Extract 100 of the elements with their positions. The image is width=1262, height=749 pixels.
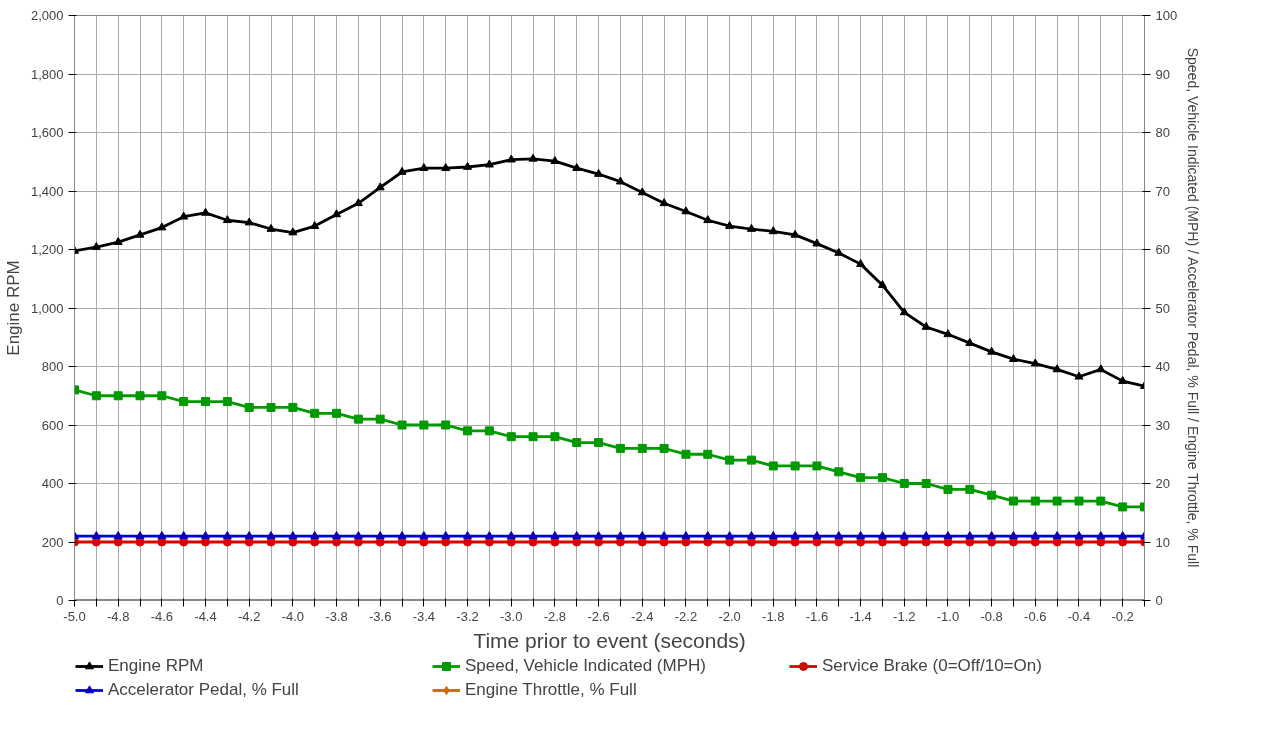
point [921, 537, 931, 547]
point [572, 438, 582, 448]
point [1074, 537, 1084, 547]
point [1052, 364, 1062, 373]
point [703, 537, 713, 547]
point [244, 217, 254, 226]
point [943, 484, 953, 494]
point [987, 531, 997, 539]
point [113, 537, 123, 547]
point [179, 531, 189, 539]
point [703, 215, 713, 224]
point [615, 531, 625, 539]
point [856, 537, 866, 547]
point [375, 531, 385, 539]
point [594, 168, 604, 177]
point [353, 537, 363, 547]
point [899, 537, 909, 547]
point [484, 426, 494, 436]
y2-tick-label: 10 [1155, 534, 1170, 550]
point [484, 531, 494, 539]
point [528, 153, 538, 162]
point [244, 531, 254, 539]
point [746, 537, 756, 547]
point [135, 391, 145, 401]
point [463, 161, 473, 170]
point [288, 402, 298, 412]
point [419, 537, 429, 547]
point [768, 226, 778, 235]
point [419, 531, 429, 539]
point [1118, 376, 1128, 384]
point [1052, 496, 1062, 506]
point [441, 420, 451, 430]
point [1052, 537, 1062, 547]
point [91, 531, 101, 539]
x-tick-label: -4.8 [106, 608, 130, 624]
y2-tick-label: 60 [1155, 242, 1170, 257]
point [332, 209, 342, 218]
point [397, 420, 407, 430]
point [965, 537, 975, 547]
point [768, 537, 778, 547]
point [899, 479, 909, 488]
x-tick-label: -4.4 [194, 608, 217, 624]
point [921, 479, 931, 488]
point [987, 537, 997, 547]
point [1118, 531, 1128, 539]
point [812, 238, 822, 247]
y2-axis-title: Speed, Vehicle Indicated (MPH) / Accelerator Pedal, % Full / Engine Throttle, % Full [1185, 47, 1202, 568]
point [921, 531, 931, 539]
point [943, 537, 953, 547]
point [834, 467, 844, 477]
point [877, 537, 887, 547]
point [135, 229, 145, 238]
y-tick-label: 200 [41, 534, 64, 550]
point [201, 207, 211, 216]
legend-label: Speed, Vehicle Indicated (MPH) [465, 656, 707, 676]
point [594, 531, 604, 539]
x-tick-label: -1.2 [893, 608, 916, 624]
x-tick-label: -1.0 [936, 608, 960, 624]
point [659, 531, 669, 539]
point [244, 402, 254, 412]
y-tick-label: 600 [41, 417, 64, 433]
point [659, 198, 669, 207]
point [921, 321, 931, 330]
point [244, 537, 254, 547]
point [157, 531, 167, 539]
point [310, 408, 320, 418]
point [375, 414, 385, 424]
x-tick-label: -1.6 [805, 608, 829, 624]
point [201, 531, 211, 539]
point [179, 397, 189, 407]
point [332, 408, 342, 418]
legend-label: Engine RPM [108, 656, 205, 676]
point [135, 537, 145, 547]
x-tick-label: -3.2 [456, 608, 479, 624]
point [91, 537, 101, 547]
point [1118, 502, 1128, 512]
point [484, 159, 494, 168]
point [659, 537, 669, 547]
y2-tick-label: 90 [1155, 66, 1170, 82]
y2-tick-label: 70 [1155, 183, 1170, 199]
point [113, 531, 123, 539]
point [572, 537, 582, 547]
point [681, 537, 691, 547]
point [113, 391, 123, 401]
point [1096, 531, 1106, 539]
point [856, 531, 866, 539]
x-tick-label: -4.6 [150, 608, 174, 624]
x-tick-label: -0.2 [1111, 608, 1134, 624]
point [91, 391, 101, 401]
point [637, 537, 647, 547]
point [528, 531, 538, 539]
x-tick-label: -2.2 [674, 608, 698, 624]
point [310, 537, 320, 547]
point [222, 397, 232, 407]
point [725, 537, 735, 547]
point [179, 537, 189, 547]
point [637, 531, 647, 539]
point [1030, 496, 1040, 506]
point [397, 531, 407, 539]
point [441, 537, 451, 547]
